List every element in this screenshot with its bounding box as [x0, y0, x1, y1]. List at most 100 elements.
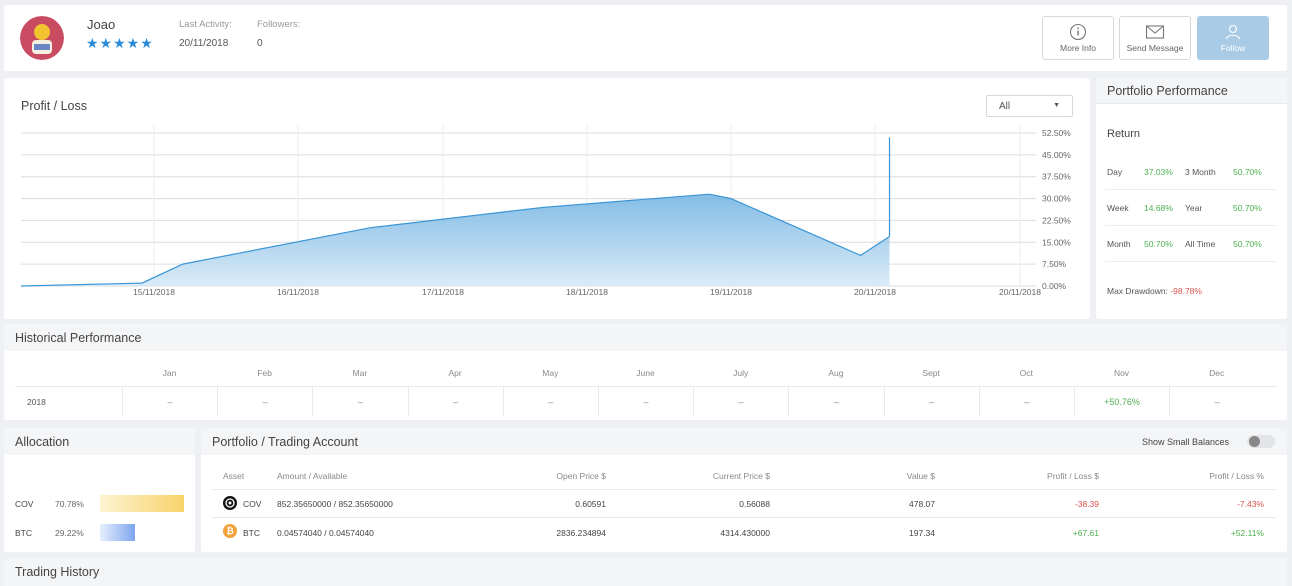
divider [1105, 261, 1276, 262]
portfolio-performance-card: Portfolio Performance Return Day 37.03% … [1096, 78, 1287, 319]
profile-header: Joao ★★★★★ Last Activity: 20/11/2018 Fol… [4, 5, 1287, 71]
x-tick-label: 17/11/2018 [422, 287, 464, 297]
avatar[interactable] [20, 16, 64, 60]
allocation-asset-name: COV [15, 499, 34, 509]
followers-label: Followers: [257, 19, 301, 30]
col-asset: Asset [223, 471, 245, 481]
three-month-value: 50.70% [1233, 167, 1262, 177]
follow-button[interactable]: Follow [1197, 16, 1269, 60]
divider [15, 386, 1277, 387]
trading-history-card: Trading History [4, 558, 1287, 586]
year-value: 50.70% [1233, 203, 1262, 213]
profit-loss-pct: -7.43% [1237, 499, 1264, 509]
cov-coin-icon [223, 496, 237, 510]
username: Joao [87, 17, 116, 32]
month-header: Aug [828, 368, 844, 378]
y-tick-label: 0.00% [1042, 281, 1067, 291]
historical-value-cell: – [883, 387, 979, 416]
value: 478.07 [909, 499, 935, 509]
user-add-icon [1225, 24, 1241, 40]
asset-name: COV [243, 499, 262, 509]
historical-value-cell: – [693, 387, 788, 416]
rating-stars: ★★★★★ [86, 35, 154, 51]
trading-account-title: Portfolio / Trading Account [212, 435, 358, 449]
week-value: 14.68% [1144, 203, 1173, 213]
x-tick-label: 15/11/2018 [133, 287, 175, 297]
month-label: Month [1107, 239, 1131, 249]
send-message-button[interactable]: Send Message [1119, 16, 1191, 60]
col-profit-loss: Profit / Loss $ [1047, 471, 1099, 481]
profit-loss-pct: +52.11% [1230, 528, 1264, 538]
value: 197.34 [909, 528, 935, 538]
three-month-label: 3 Month [1185, 167, 1216, 177]
max-drawdown-value: -98.78% [1170, 286, 1202, 296]
btc-coin-icon: ₿ [223, 524, 237, 538]
y-tick-label: 37.50% [1042, 172, 1071, 182]
allocation-asset-name: BTC [15, 528, 32, 538]
last-activity-value: 20/11/2018 [179, 38, 229, 49]
col-amount: Amount / Available [277, 471, 348, 481]
historical-value-cell: – [1169, 387, 1264, 416]
followers-value: 0 [257, 38, 263, 49]
trading-account-header [201, 428, 1287, 455]
month-header: Feb [257, 368, 273, 378]
send-message-label: Send Message [1126, 43, 1184, 53]
trading-history-title: Trading History [15, 565, 100, 579]
y-tick-label: 52.50% [1042, 128, 1071, 138]
historical-performance-card: Historical Performance Jan Feb Mar Apr May Ju… [4, 324, 1287, 420]
toggle-knob [1249, 436, 1260, 447]
current-price: 0.56088 [739, 499, 770, 509]
historical-performance-header [4, 324, 1287, 351]
x-tick-label: 18/11/2018 [566, 287, 608, 297]
historical-value-cell: – [788, 387, 883, 416]
max-drawdown-label: Max Drawdown: -98.78% [1107, 286, 1202, 296]
x-tick-label: 16/11/2018 [277, 287, 319, 297]
small-balances-toggle[interactable] [1247, 435, 1275, 448]
period-select-value: All [999, 101, 1011, 112]
more-info-button[interactable]: More Info [1042, 16, 1114, 60]
divider [1105, 189, 1276, 190]
asset-name: BTC [243, 528, 260, 538]
y-tick-label: 22.50% [1042, 215, 1071, 225]
period-select[interactable]: All ▼ [986, 95, 1073, 117]
col-current-price: Current Price $ [712, 471, 770, 481]
allocation-asset-pct: 29.22% [55, 528, 84, 538]
historical-value-cell: – [598, 387, 693, 416]
profit-loss-area [21, 137, 890, 286]
profit-loss: -38.39 [1074, 499, 1099, 509]
year-label: Year [1185, 203, 1203, 213]
portfolio-performance-header [1096, 78, 1287, 104]
day-value: 37.03% [1144, 167, 1173, 177]
month-header: July [733, 368, 749, 378]
envelope-icon [1145, 25, 1165, 39]
amount-available: 852.35650000 / 852.35650000 [277, 499, 393, 509]
trading-account-card: Portfolio / Trading Account Show Small B… [201, 428, 1287, 552]
month-header: Jan [162, 368, 177, 378]
profit-loss-card: Profit / Loss All ▼ 52.50% 45.00% 37.50% 30… [4, 78, 1090, 319]
historical-value-cell: +50.76% [1074, 387, 1169, 416]
follow-label: Follow [1220, 43, 1246, 53]
profit-loss: +67.61 [1072, 528, 1099, 538]
profit-loss-chart: 52.50% 45.00% 37.50% 30.00% 22.50% 15.00% 7.50… [20, 125, 1071, 297]
y-tick-label: 15.00% [1042, 237, 1071, 247]
historical-value-cell: – [978, 387, 1074, 416]
all-time-value: 50.70% [1233, 239, 1262, 249]
more-info-label: More Info [1060, 43, 1096, 53]
month-header: Apr [448, 368, 462, 378]
week-label: Week [1107, 203, 1129, 213]
return-label: Return [1107, 128, 1141, 140]
x-tick-label: 20/11/2018 [854, 287, 896, 297]
current-price: 4314.430000 [720, 528, 770, 538]
small-balances-label: Show Small Balances [1142, 437, 1230, 447]
profit-loss-line [20, 137, 891, 287]
divider [1105, 225, 1276, 226]
historical-value-cell: – [312, 387, 407, 416]
month-header: Oct [1019, 368, 1033, 378]
max-drawdown-label-text: Max Drawdown: [1107, 286, 1168, 296]
day-label: Day [1107, 167, 1123, 177]
col-profit-loss-pct: Profit / Loss % [1209, 471, 1264, 481]
profit-loss-title: Profit / Loss [21, 99, 87, 113]
historical-performance-title: Historical Performance [15, 331, 142, 345]
x-tick-label: 20/11/2018 [999, 287, 1041, 297]
info-icon [1069, 23, 1087, 41]
